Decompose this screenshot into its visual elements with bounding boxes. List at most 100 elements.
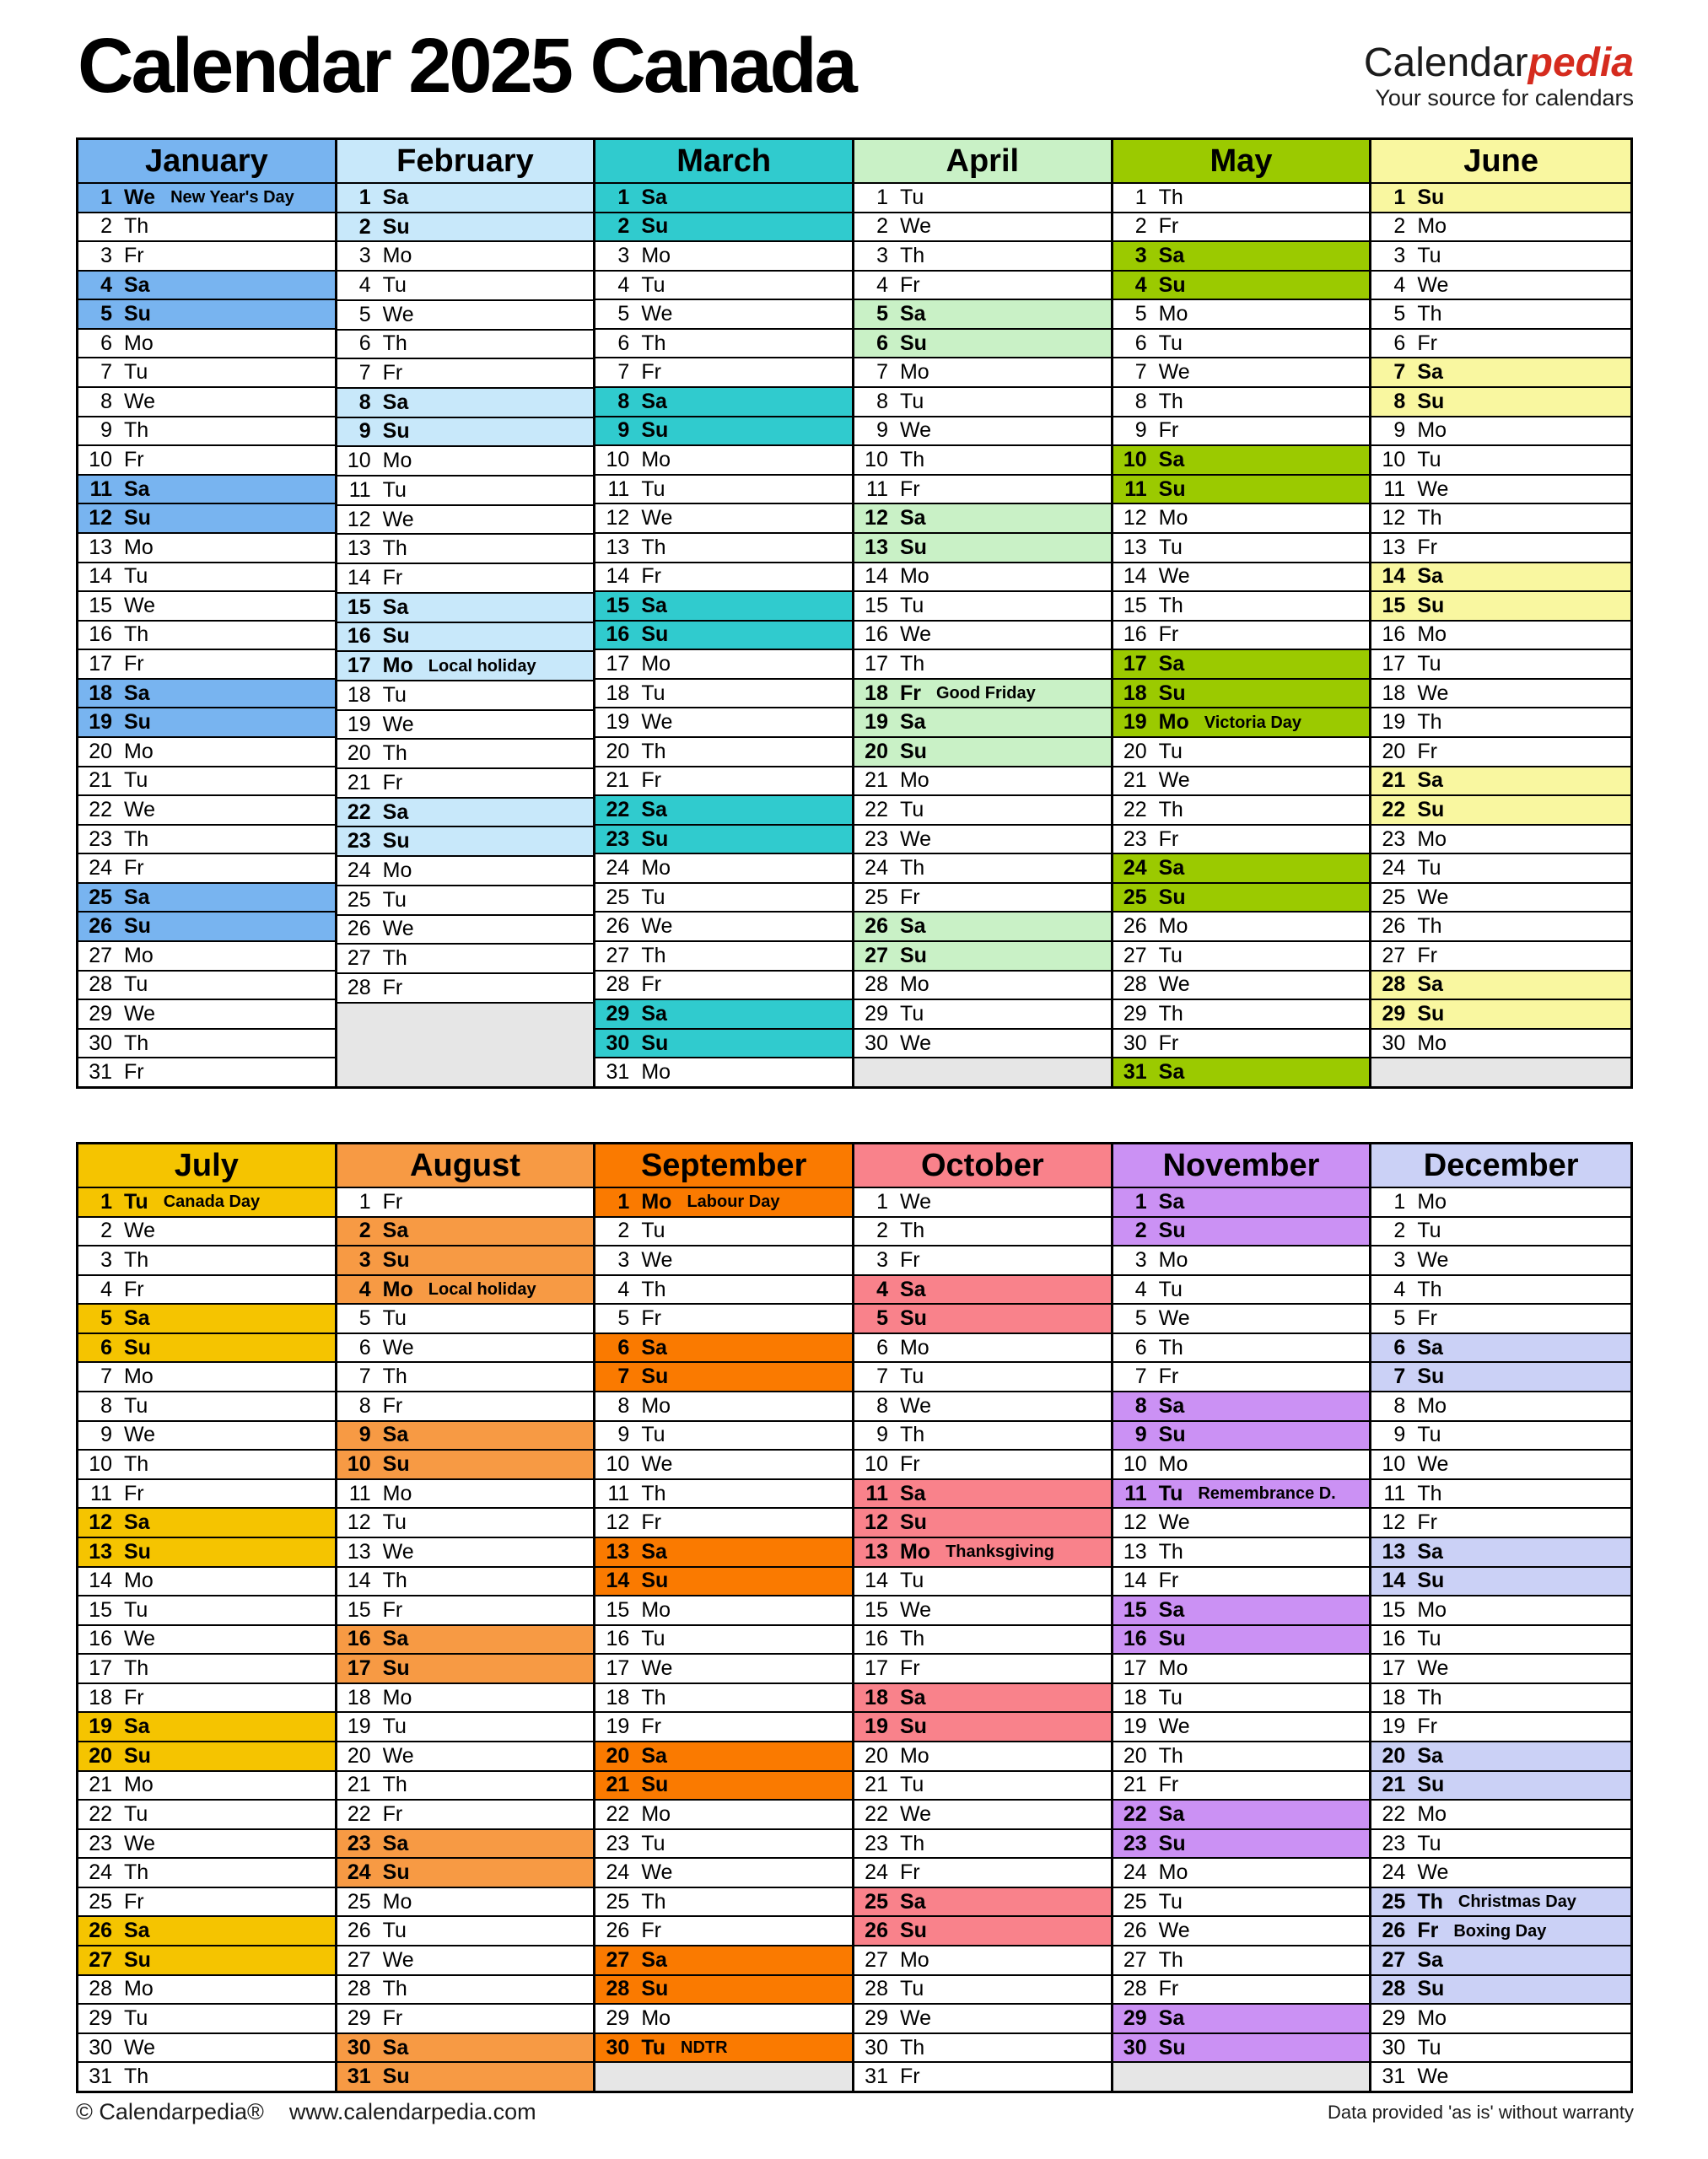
weekday-label: Sa — [1417, 768, 1443, 793]
day-number: 19 — [865, 1715, 888, 1739]
day-number: 7 — [1393, 360, 1406, 385]
weekday-label: Tu — [124, 1189, 148, 1214]
weekday-label: Fr — [899, 1247, 920, 1272]
day-number: 7 — [100, 360, 112, 385]
weekday-label: Su — [124, 1539, 151, 1564]
day-number: 1 — [1393, 185, 1406, 209]
weekday-label: Su — [382, 2065, 410, 2089]
weekday-label: Mo — [124, 739, 154, 763]
day-number: 15 — [865, 593, 888, 617]
day-row-november-17: 17 Mo — [1113, 1653, 1370, 1683]
day-number: 6 — [617, 1335, 630, 1359]
day-row-november-2: 2 Su — [1113, 1215, 1370, 1246]
day-row-december-20: 20 Sa — [1371, 1740, 1630, 1770]
weekday-label: Su — [641, 1365, 669, 1389]
weekday-label: We — [382, 917, 414, 941]
day-number: 16 — [89, 622, 112, 647]
day-row-june-23: 23 Mo — [1371, 823, 1630, 853]
day-number: 26 — [347, 917, 371, 941]
day-number: 21 — [1382, 768, 1406, 793]
weekday-label: Tu — [1417, 652, 1441, 676]
day-number: 8 — [876, 389, 888, 413]
day-number: 23 — [1382, 1831, 1406, 1855]
day-row-september-11: 11 Th — [595, 1478, 852, 1508]
day-row-january-31: 31 Fr — [78, 1057, 335, 1086]
weekday-label: We — [641, 710, 673, 735]
day-row-august-1: 1 Fr — [337, 1188, 594, 1216]
weekday-label: We — [124, 1627, 156, 1651]
weekday-label: Tu — [1158, 943, 1183, 967]
day-row-august-6: 6 We — [337, 1332, 594, 1362]
day-row-august-27: 27 We — [337, 1945, 594, 1974]
day-number: 15 — [89, 1597, 112, 1622]
day-number: 24 — [89, 1860, 112, 1885]
day-row-january-1: 1 We New Year's Day — [78, 184, 335, 212]
month-header-december: December — [1371, 1144, 1630, 1188]
day-number: 30 — [865, 1031, 888, 1055]
weekday-label: Mo — [1158, 710, 1189, 735]
empty-cell-june — [1371, 1057, 1630, 1086]
day-number: 29 — [89, 2006, 112, 2030]
day-row-may-8: 8 Th — [1113, 386, 1370, 416]
day-number: 1 — [100, 185, 112, 209]
day-number: 12 — [865, 506, 888, 530]
day-number: 27 — [347, 946, 371, 971]
day-row-june-3: 3 Tu — [1371, 240, 1630, 270]
day-number: 15 — [606, 1597, 630, 1622]
day-number: 17 — [89, 652, 112, 676]
day-row-october-26: 26 Su — [854, 1915, 1111, 1946]
weekday-label: Fr — [899, 2065, 920, 2089]
weekday-label: Tu — [641, 272, 665, 297]
day-number: 27 — [89, 943, 112, 967]
holiday-note: Labour Day — [687, 1193, 780, 1212]
weekday-label: Sa — [1158, 1189, 1185, 1214]
weekday-label: We — [1417, 2065, 1449, 2089]
weekday-label: Fr — [899, 681, 921, 705]
weekday-label: Fr — [1158, 622, 1179, 647]
weekday-label: Sa — [641, 1947, 667, 1972]
weekday-label: Tu — [124, 2006, 148, 2030]
day-row-june-12: 12 Th — [1371, 503, 1630, 532]
day-row-may-26: 26 Mo — [1113, 911, 1370, 940]
day-number: 23 — [89, 826, 112, 851]
day-row-november-10: 10 Mo — [1113, 1449, 1370, 1478]
day-row-april-25: 25 Fr — [854, 881, 1111, 912]
weekday-label: Mo — [382, 1481, 412, 1505]
day-number: 2 — [1134, 1219, 1147, 1243]
day-row-february-2: 2 Su — [337, 211, 594, 241]
day-row-june-1: 1 Su — [1371, 184, 1630, 212]
day-number: 3 — [1393, 243, 1406, 267]
month-header-november: November — [1113, 1144, 1370, 1188]
day-number: 25 — [1382, 1889, 1406, 1914]
day-row-september-21: 21 Su — [595, 1769, 852, 1800]
empty-cell-september — [595, 2061, 852, 2091]
day-row-december-8: 8 Mo — [1371, 1391, 1630, 1420]
logo-text-red: pedia — [1528, 40, 1634, 85]
weekday-label: Tu — [1158, 1481, 1183, 1505]
month-header-april: April — [854, 140, 1111, 184]
weekday-label: Tu — [1158, 739, 1183, 763]
day-number: 9 — [100, 1423, 112, 1447]
weekday-label: We — [382, 1947, 414, 1972]
weekday-label: Mo — [899, 972, 929, 997]
footer: © Calendarpedia® www.calendarpedia.com Da… — [76, 2099, 1634, 2125]
day-number: 11 — [607, 1481, 630, 1505]
empty-cell-november — [1113, 2061, 1370, 2091]
day-row-april-7: 7 Mo — [854, 357, 1111, 386]
day-row-january-17: 17 Fr — [78, 649, 335, 678]
website-link[interactable]: www.calendarpedia.com — [288, 2099, 536, 2124]
calendarpedia-logo[interactable]: Calendarpedia Your source for calendars — [1364, 40, 1634, 110]
weekday-label: Su — [1417, 797, 1445, 821]
day-number: 6 — [1134, 1335, 1147, 1359]
weekday-label: Su — [1158, 476, 1186, 501]
day-number: 31 — [606, 1060, 630, 1085]
day-number: 24 — [606, 856, 630, 880]
weekday-label: Mo — [1417, 2006, 1447, 2030]
weekday-label: Tu — [1158, 1889, 1183, 1914]
weekday-label: Fr — [382, 1597, 403, 1622]
day-number: 18 — [89, 1685, 112, 1709]
day-row-october-17: 17 Fr — [854, 1653, 1111, 1683]
weekday-label: We — [1417, 476, 1449, 501]
weekday-label: We — [1158, 564, 1190, 589]
weekday-label: Sa — [382, 1831, 409, 1855]
